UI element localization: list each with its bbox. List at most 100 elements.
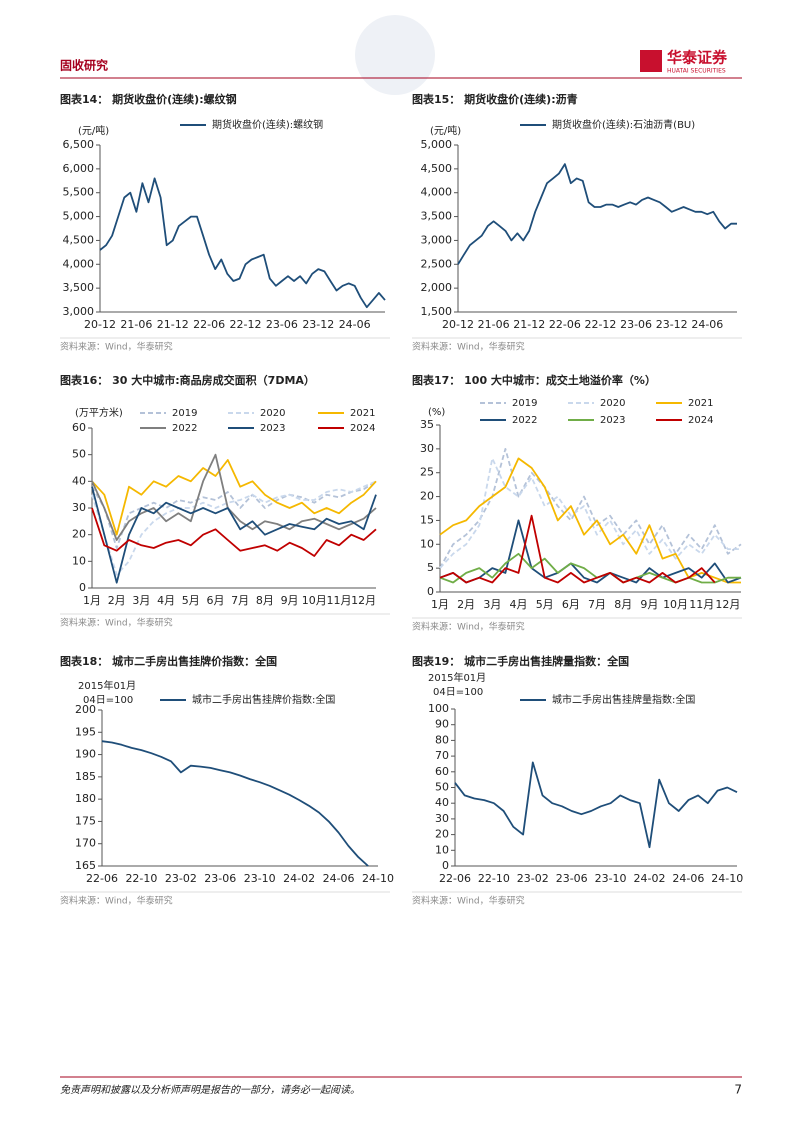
y-tick-label: 70 xyxy=(435,749,449,762)
y-tick-label: 10 xyxy=(72,554,86,567)
x-tick-label: 9月 xyxy=(281,594,299,607)
chart-title: 图表15： 期货收盘价(连续):沥青 xyxy=(412,92,578,106)
source: 资料来源：Wind，华泰研究 xyxy=(412,341,525,353)
x-tick-label: 21-06 xyxy=(120,318,152,331)
series-line xyxy=(101,740,369,867)
y-tick-label: 35 xyxy=(420,418,434,431)
y-tick-label: 20 xyxy=(435,828,449,841)
y-tick-label: 4,000 xyxy=(63,257,95,270)
chart-title: 图表14： 期货收盘价(连续):螺纹钢 xyxy=(60,92,237,106)
series-line xyxy=(91,486,377,584)
y-tick-label: 190 xyxy=(75,748,96,761)
x-tick-label: 1月 xyxy=(83,594,101,607)
series-line xyxy=(439,514,716,584)
source: 资料来源：Wind，华泰研究 xyxy=(412,895,525,907)
x-tick-label: 24-06 xyxy=(672,872,704,885)
y-tick-label: 195 xyxy=(75,725,96,738)
y-tick-label: 0 xyxy=(427,585,434,598)
legend-label: 2024 xyxy=(688,415,713,426)
y-tick-label: 40 xyxy=(435,796,449,809)
x-tick-label: 23-06 xyxy=(204,872,236,885)
page-number: 7 xyxy=(734,1083,742,1097)
legend-label: 2023 xyxy=(600,415,625,426)
y-tick-label: 4,500 xyxy=(421,162,453,175)
x-tick-label: 21-12 xyxy=(157,318,189,331)
legend-label: 城市二手房出售挂牌量指数:全国 xyxy=(552,693,695,706)
x-tick-label: 2月 xyxy=(457,598,475,611)
legend-label: 2022 xyxy=(512,415,537,426)
chart-title: 图表16： 30 大中城市:商品房成交面积（7DMA） xyxy=(60,373,315,387)
x-tick-label: 7月 xyxy=(231,594,249,607)
y-tick-label: 165 xyxy=(75,859,96,872)
y-tick-label: 5 xyxy=(427,561,434,574)
series-line xyxy=(439,457,741,569)
y-tick-label: 6,000 xyxy=(63,162,95,175)
x-tick-label: 23-10 xyxy=(595,872,627,885)
x-tick-label: 23-02 xyxy=(517,872,549,885)
x-tick-label: 20-12 xyxy=(442,318,474,331)
y-tick-label: 3,000 xyxy=(421,233,453,246)
legend-label: 2019 xyxy=(172,408,197,419)
x-tick-label: 23-02 xyxy=(165,872,197,885)
x-tick-label: 24-10 xyxy=(711,872,743,885)
y-tick-label: 15 xyxy=(420,513,434,526)
y-tick-label: 30 xyxy=(420,442,434,455)
series-line xyxy=(91,480,377,549)
x-tick-label: 6月 xyxy=(562,598,580,611)
source: 资料来源：Wind，华泰研究 xyxy=(60,617,173,629)
y-tick-label: 100 xyxy=(428,702,449,715)
series-line xyxy=(457,163,737,265)
x-tick-label: 5月 xyxy=(536,598,554,611)
x-tick-label: 22-10 xyxy=(478,872,510,885)
x-tick-label: 22-06 xyxy=(86,872,118,885)
axis-unit: 2015年01月 xyxy=(78,679,136,692)
x-tick-label: 9月 xyxy=(640,598,658,611)
x-tick-label: 10月 xyxy=(302,594,327,607)
x-tick-label: 2月 xyxy=(108,594,126,607)
x-tick-label: 10月 xyxy=(663,598,688,611)
y-tick-label: 175 xyxy=(75,814,96,827)
header-globe xyxy=(355,15,435,95)
source: 资料来源：Wind，华泰研究 xyxy=(60,341,173,353)
y-tick-label: 0 xyxy=(79,581,86,594)
y-tick-label: 5,500 xyxy=(63,186,95,199)
x-tick-label: 8月 xyxy=(614,598,632,611)
legend-label: 2023 xyxy=(260,423,285,434)
section-label: 固收研究 xyxy=(60,58,108,73)
x-tick-label: 23-06 xyxy=(556,872,588,885)
x-tick-label: 23-06 xyxy=(266,318,298,331)
x-tick-label: 7月 xyxy=(588,598,606,611)
chart-title: 图表18： 城市二手房出售挂牌价指数：全国 xyxy=(60,654,277,668)
y-tick-label: 10 xyxy=(435,843,449,856)
y-tick-label: 30 xyxy=(435,812,449,825)
legend-label: 2021 xyxy=(688,398,713,409)
y-tick-label: 80 xyxy=(435,733,449,746)
y-tick-label: 3,000 xyxy=(63,305,95,318)
legend-label: 城市二手房出售挂牌价指数:全国 xyxy=(192,693,335,706)
y-tick-label: 60 xyxy=(435,765,449,778)
x-tick-label: 22-06 xyxy=(439,872,471,885)
source: 资料来源：Wind，华泰研究 xyxy=(412,621,525,633)
x-tick-label: 8月 xyxy=(256,594,274,607)
y-tick-label: 10 xyxy=(420,537,434,550)
axis-unit: (%) xyxy=(428,407,445,418)
x-tick-label: 12月 xyxy=(715,598,740,611)
series-line xyxy=(91,507,377,557)
x-tick-label: 23-12 xyxy=(302,318,334,331)
chart-title: 图表17： 100 大中城市：成交土地溢价率（%） xyxy=(412,373,656,387)
series-line xyxy=(439,552,741,584)
x-tick-label: 12月 xyxy=(351,594,376,607)
y-tick-label: 5,000 xyxy=(421,138,453,151)
series-line xyxy=(91,453,377,541)
x-tick-label: 11月 xyxy=(326,594,351,607)
y-tick-label: 90 xyxy=(435,718,449,731)
x-tick-label: 24-10 xyxy=(362,872,394,885)
x-tick-label: 20-12 xyxy=(84,318,116,331)
y-tick-label: 6,500 xyxy=(63,138,95,151)
series-line xyxy=(454,761,738,849)
x-tick-label: 11月 xyxy=(689,598,714,611)
x-tick-label: 22-06 xyxy=(549,318,581,331)
logo-en: HUATAI SECURITIES xyxy=(667,68,726,75)
